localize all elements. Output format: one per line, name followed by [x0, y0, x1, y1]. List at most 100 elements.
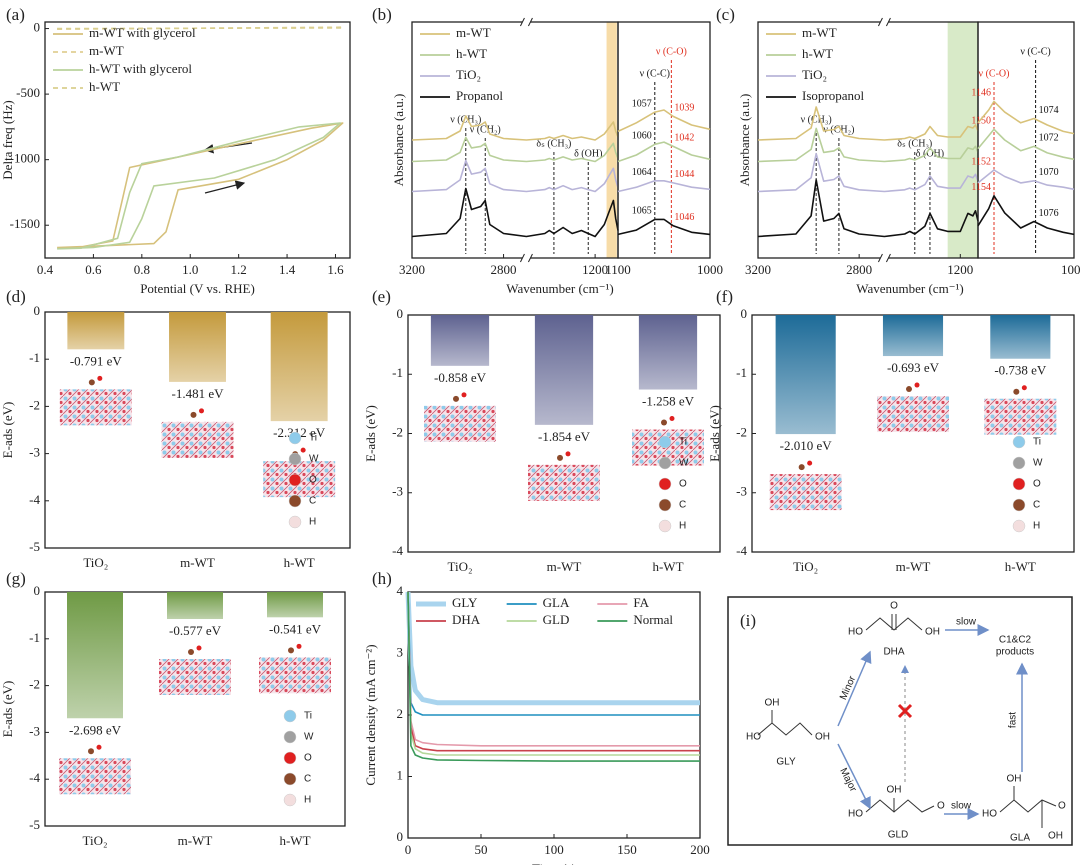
line-series: [977, 100, 1075, 135]
y-tick-label: -500: [16, 85, 40, 100]
atom-label: OH: [1007, 774, 1022, 785]
adsorbate: [199, 408, 204, 414]
x-tick-label: TiO₂: [447, 559, 472, 574]
line-series: [757, 106, 979, 141]
peak-label: 1039: [674, 103, 694, 114]
plot-frame: [617, 21, 711, 259]
slab-model: [528, 464, 600, 501]
x-tick-label: TiO₂: [82, 833, 107, 848]
axis-break-gap: [880, 19, 889, 25]
legend-swatch: [658, 456, 672, 470]
y-tick-label: -3: [392, 484, 403, 499]
legend-label: GLA: [543, 595, 570, 610]
edge-label: Minor: [838, 674, 858, 702]
slab-model: [259, 657, 331, 694]
annotation: ν (CH₂): [823, 124, 854, 135]
legend-swatch: [288, 494, 302, 508]
slab-model: [59, 389, 132, 426]
value-label: -2.312 eV: [273, 425, 326, 440]
peak-label: 1154: [971, 182, 991, 193]
highlight-band: [606, 22, 617, 258]
y-tick-label: 0: [34, 20, 41, 35]
adsorbate: [807, 460, 813, 466]
line-series: [407, 591, 700, 756]
value-label: -0.577 eV: [169, 623, 222, 638]
value-label: -1.481 eV: [172, 386, 225, 401]
x-tick-label: 3200: [745, 262, 771, 277]
value-label: -0.541 eV: [269, 621, 322, 636]
axis-break-gap: [522, 19, 531, 25]
molecule-name: GLY: [776, 757, 796, 768]
panel-label: (d): [6, 287, 26, 306]
atom-label: O: [937, 801, 945, 812]
y-axis-label: Delta freq (Hz): [0, 100, 15, 179]
legend-label: m-WT: [456, 25, 491, 40]
x-tick-label: 1.2: [231, 262, 247, 277]
legend-swatch: [658, 435, 672, 449]
adsorbate: [798, 464, 805, 471]
bar: [270, 312, 328, 422]
legend-label: Ti: [309, 433, 317, 444]
line-series: [617, 218, 711, 236]
legend-swatch: [288, 452, 302, 466]
bond: [865, 617, 923, 631]
annotation: ν (C-C): [1020, 46, 1050, 57]
legend-label: W: [679, 458, 689, 469]
x-tick-label: 100: [544, 842, 564, 857]
y-axis-label: Current density (mA cm⁻²): [363, 644, 378, 785]
adsorbate: [1013, 388, 1020, 395]
bond: [999, 799, 1057, 813]
value-label: -1.854 eV: [538, 429, 591, 444]
legend-label: C: [679, 500, 686, 511]
panel-label: (c): [716, 5, 735, 24]
annotation: ν (C-C): [640, 68, 670, 79]
y-axis-label: Absorbance (a.u.): [737, 94, 752, 187]
y-axis-label: E-ads (eV): [0, 681, 15, 738]
legend-swatch: [283, 730, 297, 744]
adsorbate: [97, 375, 103, 381]
x-tick-label: 0.8: [134, 262, 150, 277]
y-tick-label: -3: [29, 445, 40, 460]
panel-label: (f): [716, 287, 733, 306]
legend-label: O: [1033, 479, 1041, 490]
adsorbate: [190, 411, 197, 418]
axis-break-gap: [880, 255, 889, 261]
diagram-frame: [727, 596, 1073, 846]
sweep-arrow: [204, 180, 246, 194]
plot-frame: [757, 21, 979, 259]
bar: [638, 315, 698, 390]
line-series: [617, 109, 711, 133]
legend-label: DHA: [452, 612, 481, 627]
legend-swatch: [658, 477, 672, 491]
axis-break: [877, 253, 891, 263]
arrow: [837, 650, 872, 727]
x-tick-label: m-WT: [896, 559, 931, 574]
bar: [167, 592, 223, 620]
legend-label: m-WT: [802, 25, 837, 40]
value-label: -2.698 eV: [69, 722, 122, 737]
value-label: -2.010 eV: [780, 438, 833, 453]
legend-swatch: [658, 498, 672, 512]
adsorbate: [88, 379, 95, 386]
legend-label: H: [304, 795, 311, 806]
adsorbate: [296, 643, 302, 649]
line-series: [757, 179, 979, 238]
slab-model: [159, 659, 231, 696]
axis-break-gap: [522, 255, 531, 261]
x-tick-label: m-WT: [178, 833, 213, 848]
line-series: [411, 136, 619, 163]
legend-label: h-WT: [89, 79, 120, 94]
x-tick-label: h-WT: [1005, 559, 1036, 574]
line-series: [57, 122, 344, 249]
slab-model: [424, 405, 496, 442]
adsorbate: [661, 419, 667, 426]
legend-label: h-WT: [456, 46, 487, 61]
legend-label: Propanol: [456, 88, 503, 103]
line-series: [411, 115, 619, 141]
legend-swatch: [658, 519, 672, 533]
slab-model: [877, 396, 949, 433]
bar: [882, 315, 944, 357]
y-tick-label: -3: [29, 723, 40, 738]
line-series: [407, 591, 700, 716]
x-tick-label: 1100: [605, 262, 631, 277]
